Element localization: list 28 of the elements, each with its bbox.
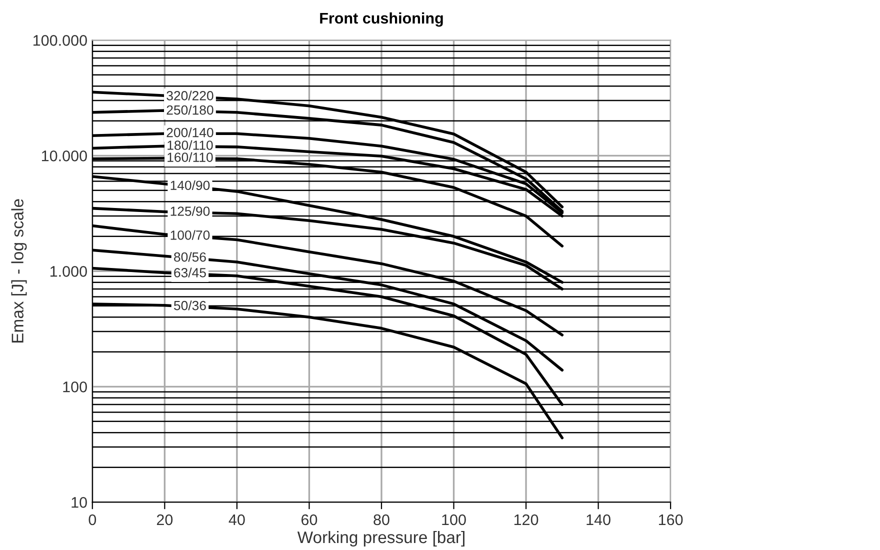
series-label: 100/70 [170,230,210,240]
x-axis-title: Working pressure [bar] [297,530,464,547]
series-label: 200/140 [166,128,214,138]
series-label: 63/45 [174,268,206,278]
x-tick-label: 40 [228,514,245,526]
x-tick-label: 80 [374,514,390,526]
series-label: 80/56 [174,252,206,262]
y-tick-label: 100.000 [33,35,87,46]
x-tick-label: 0 [88,514,96,526]
y-tick-label: 10 [72,497,87,508]
y-tick-label: 10.000 [42,150,87,162]
y-tick-label: 1.000 [50,266,87,277]
series-label: 125/90 [170,206,210,216]
series-label: 250/180 [166,105,214,115]
series-label: 140/90 [170,180,210,190]
x-tick-label: 120 [514,514,538,526]
y-axis-title: Emax [J] - log scale [11,199,27,342]
y-tick-label: 100 [63,382,87,392]
series-label: 160/110 [168,152,213,162]
x-tick-label: 140 [586,514,610,526]
series-label: 180/110 [168,140,213,150]
x-tick-label: 60 [301,514,318,526]
x-tick-label: 20 [156,514,173,526]
series-label: 50/36 [174,300,206,310]
x-tick-label: 100 [442,514,466,526]
chart-title: Front cushioning [320,12,443,27]
series-label: 320/220 [166,90,214,100]
x-tick-label: 160 [658,514,683,526]
